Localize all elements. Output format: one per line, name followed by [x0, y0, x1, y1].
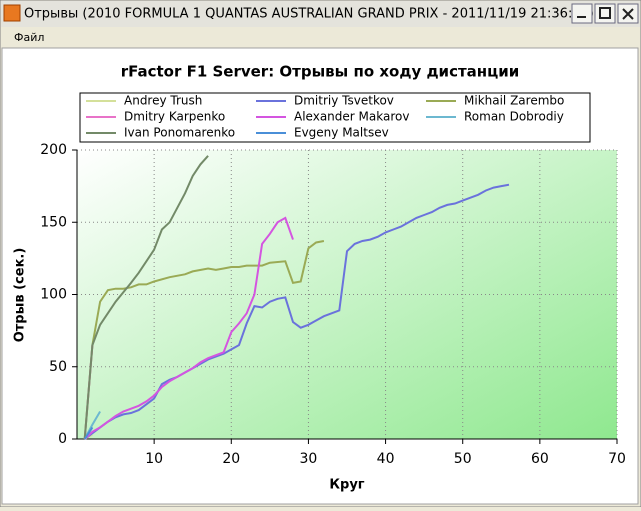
series-line — [83, 155, 209, 440]
x-tick-label: 50 — [454, 451, 472, 467]
legend-label: Alexander Makarov — [294, 110, 409, 124]
series-line — [83, 426, 94, 440]
close-icon — [622, 8, 634, 20]
chart: rFactor F1 Server: Отрывы по ходу дистан… — [13, 63, 626, 493]
x-tick-label: 40 — [377, 451, 395, 467]
legend-box — [79, 92, 591, 143]
window-buttons[interactable] — [571, 3, 639, 24]
x-tick-label: 20 — [222, 451, 240, 467]
legend-label: Dmitriy Tsvetkov — [294, 94, 394, 108]
y-tick-label: 0 — [58, 431, 67, 447]
x-tick-label: 60 — [531, 451, 549, 467]
maximize-icon — [599, 7, 611, 19]
menu-file[interactable]: Файл — [14, 31, 44, 44]
x-tick-label: 70 — [608, 451, 626, 467]
series-line — [84, 183, 510, 440]
x-tick-label: 30 — [300, 451, 318, 467]
y-tick-label: 100 — [40, 287, 67, 303]
legend-label: Roman Dobrodiy — [464, 110, 564, 124]
y-tick-label: 50 — [49, 359, 67, 375]
minimize-button[interactable] — [571, 3, 593, 24]
legend-label: Dmitry Karpenko — [124, 110, 225, 124]
legend-label: Mikhail Zarembo — [464, 94, 564, 108]
legend-label: Ivan Ponomarenko — [124, 126, 235, 140]
y-tick-label: 200 — [40, 142, 67, 158]
window-title: Отрывы (2010 FORMULA 1 QUANTAS AUSTRALIA… — [24, 7, 594, 22]
series-line — [84, 216, 294, 440]
maximize-button[interactable] — [594, 3, 616, 24]
y-axis-label: Отрыв (сек.) — [13, 248, 28, 343]
x-axis-label: Круг — [329, 478, 364, 493]
legend-label: Evgeny Maltsev — [294, 126, 389, 140]
legend-label: Andrey Trush — [124, 94, 202, 108]
app-icon — [3, 4, 21, 22]
chart-title: rFactor F1 Server: Отрывы по ходу дистан… — [121, 63, 520, 81]
plot-area — [77, 150, 617, 439]
title-bar — [1, 1, 640, 27]
series-line — [83, 240, 325, 440]
y-tick-label: 150 — [40, 214, 67, 230]
x-tick-label: 10 — [145, 451, 163, 467]
